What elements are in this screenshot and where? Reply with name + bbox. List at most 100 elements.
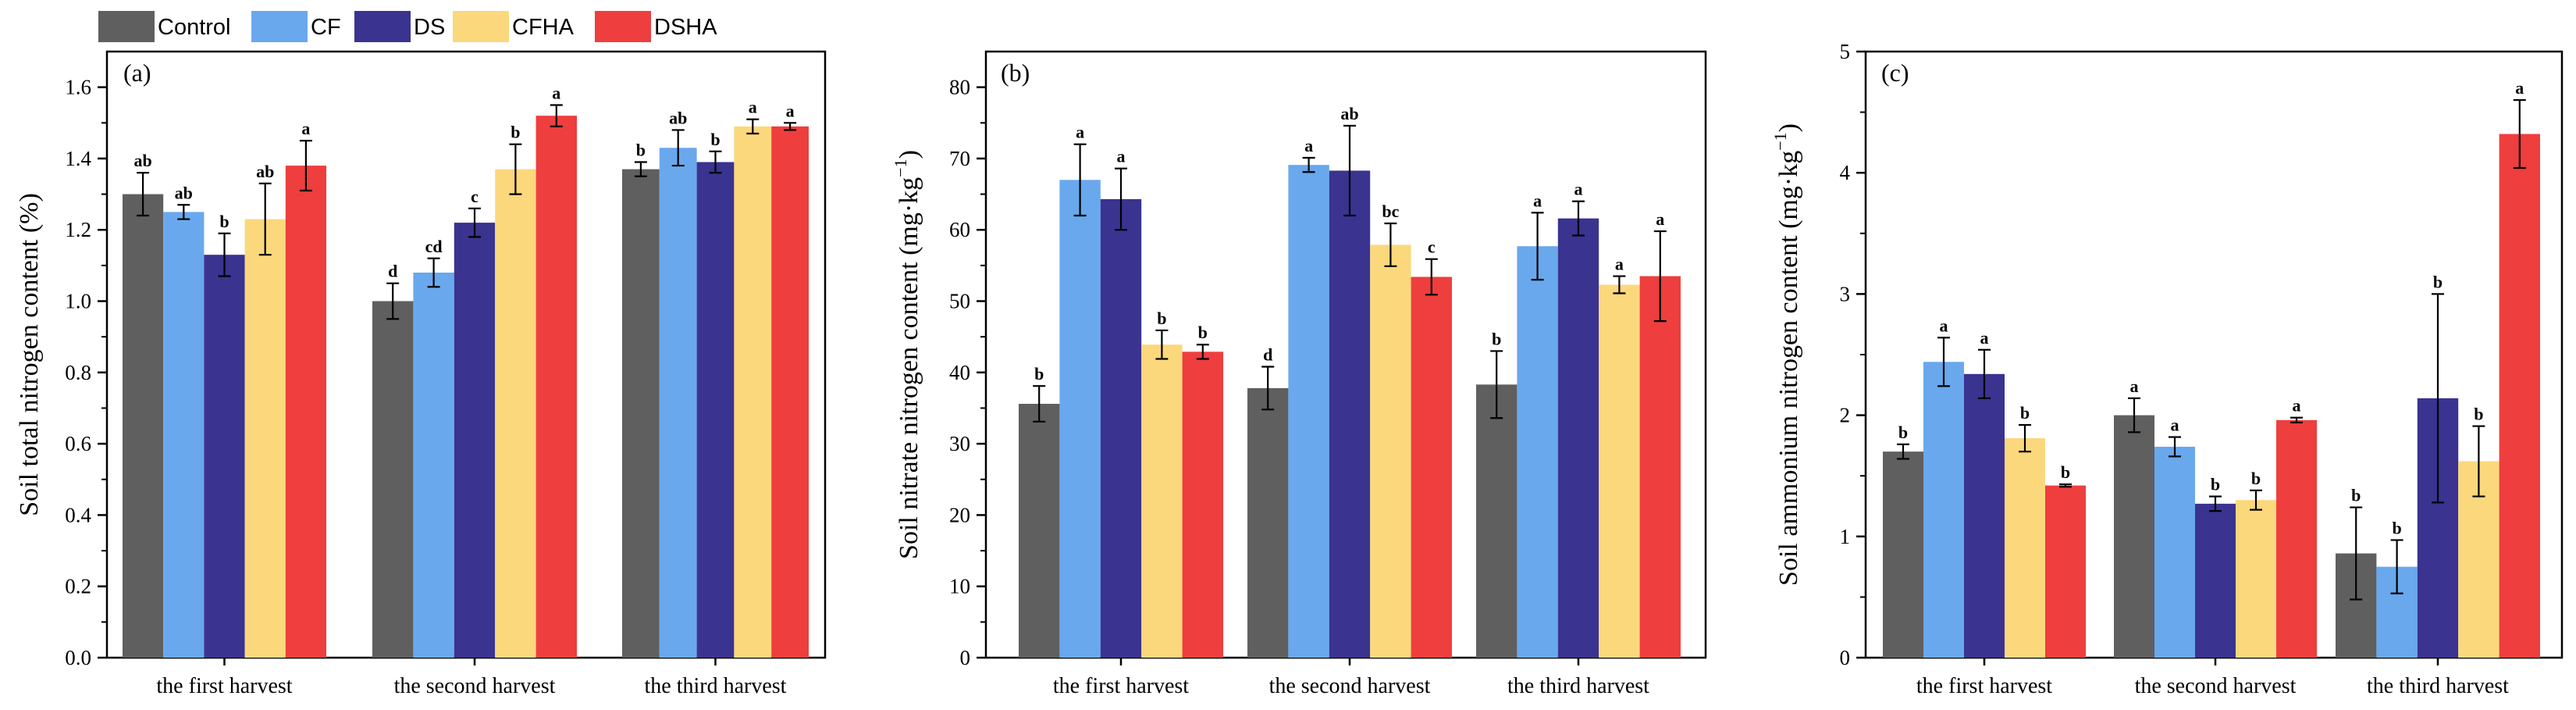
significance-letter: b	[1492, 329, 1501, 348]
legend-swatch-control	[98, 11, 155, 42]
significance-letter: a	[2171, 416, 2179, 435]
y-tick-label: 0.8	[65, 361, 91, 384]
y-tick-label: 60	[949, 218, 970, 241]
bar-ds-3	[696, 162, 735, 658]
legend: Control CF DS CFHA DSHA	[98, 11, 717, 42]
bar-dsha-3	[771, 126, 809, 658]
bar-control-2	[2114, 415, 2154, 658]
error-bar	[784, 122, 797, 131]
x-category-label: the second harvest	[2135, 674, 2297, 698]
error-bar	[2513, 98, 2526, 169]
error-bar	[2250, 489, 2262, 511]
error-bar	[177, 204, 190, 220]
y-tick-label: 30	[949, 432, 970, 455]
bar-cf-2	[413, 273, 454, 658]
y-tick-label: 1.4	[65, 147, 91, 170]
significance-letter: a	[1533, 191, 1542, 210]
error-bar	[1613, 275, 1626, 294]
significance-letter: a	[2293, 396, 2301, 416]
y-tick-label: 3	[1840, 282, 1851, 305]
significance-letter: ab	[256, 162, 274, 181]
significance-letter: b	[1198, 323, 1208, 342]
y-axis-label-main: Soil ammonium nitrogen content (mg·kg	[1774, 151, 1803, 586]
error-bar	[634, 161, 647, 177]
significance-letter: a	[2130, 376, 2139, 396]
legend-label-ds: DS	[414, 15, 445, 40]
bar-cfha-2	[495, 169, 536, 658]
bar-control-3	[622, 169, 660, 658]
y-axis-label-end: )	[1774, 123, 1803, 132]
y-tick-label: 50	[949, 290, 970, 313]
significance-letter: b	[1157, 309, 1166, 328]
y-tick-label: 70	[949, 147, 970, 170]
significance-letter: ab	[669, 108, 687, 127]
bar-dsha-1	[2045, 485, 2086, 658]
significance-letter: ab	[1340, 104, 1358, 123]
error-bar	[2128, 397, 2140, 433]
bar-control-1	[123, 194, 164, 658]
significance-letter: c	[471, 187, 479, 206]
error-bar	[1115, 167, 1127, 231]
bar-dsha-2	[2276, 419, 2317, 658]
bar-ds-1	[1100, 198, 1142, 658]
y-axis-label-end: )	[895, 150, 923, 159]
significance-letter: a	[1304, 136, 1313, 155]
panel-label: (a)	[123, 59, 151, 87]
y-tick-label: 1	[1840, 525, 1851, 548]
bar-control-2	[1247, 387, 1289, 658]
y-tick-label: 0.4	[65, 503, 91, 526]
legend-swatch-cf	[251, 11, 308, 42]
significance-letter: a	[1117, 147, 1126, 166]
y-tick-label: 10	[949, 575, 970, 598]
bar-cfha-2	[2236, 500, 2276, 658]
significance-letter: b	[2251, 469, 2261, 488]
y-tick-label: 40	[949, 361, 970, 384]
legend-label-cfha: CFHA	[512, 15, 575, 40]
y-axis-label-main: Soil nitrate nitrogen content (mg·kg	[895, 177, 923, 559]
error-bar	[1155, 329, 1169, 360]
error-bar	[2390, 539, 2403, 594]
x-category-label: the first harvest	[156, 674, 292, 698]
significance-letter: ab	[175, 183, 193, 202]
legend-swatch-cfha	[453, 11, 509, 42]
error-bar	[2209, 495, 2222, 512]
bar-ds-1	[204, 255, 245, 658]
significance-letter: b	[2351, 486, 2361, 505]
error-bar	[1384, 222, 1397, 267]
significance-letter: b	[2474, 405, 2483, 424]
significance-letter: d	[1263, 345, 1272, 365]
error-bar	[2290, 416, 2303, 424]
bar-ds-2	[454, 223, 496, 658]
y-axis-label-superscript: −1	[1770, 132, 1790, 150]
y-axis-label-superscript: −1	[891, 159, 910, 177]
y-axis-label: Soil nitrate nitrogen content (mg·kg−1)	[891, 150, 923, 559]
significance-letter: b	[2061, 462, 2070, 482]
significance-letter: a	[1076, 123, 1084, 142]
bar-ds-1	[1964, 373, 2005, 658]
significance-letter: b	[1034, 364, 1044, 384]
bar-dsha-2	[535, 116, 577, 658]
error-bar	[468, 207, 481, 238]
significance-letter: b	[2020, 403, 2030, 423]
error-bar	[2432, 293, 2444, 504]
y-tick-label: 2	[1840, 404, 1851, 427]
error-bar	[1261, 366, 1275, 411]
y-tick-label: 1.0	[65, 290, 91, 313]
error-bar	[671, 129, 685, 167]
x-category-label: the third harvest	[1507, 674, 1649, 698]
significance-letter: a	[1656, 209, 1664, 229]
y-tick-label: 5	[1840, 40, 1851, 63]
error-bar	[1978, 348, 1991, 399]
error-bar	[1073, 143, 1087, 217]
significance-letter: b	[511, 123, 520, 142]
significance-letter: b	[2433, 272, 2443, 291]
bar-cf-2	[1288, 165, 1329, 658]
legend-item-cfha: CFHA	[453, 11, 575, 42]
bar-dsha-3	[1639, 276, 1681, 658]
y-tick-label: 0	[1840, 646, 1851, 669]
significance-letter: b	[219, 212, 229, 231]
significance-letter: a	[2515, 78, 2524, 98]
significance-letter: a	[786, 101, 795, 120]
bar-cf-1	[1059, 180, 1101, 658]
